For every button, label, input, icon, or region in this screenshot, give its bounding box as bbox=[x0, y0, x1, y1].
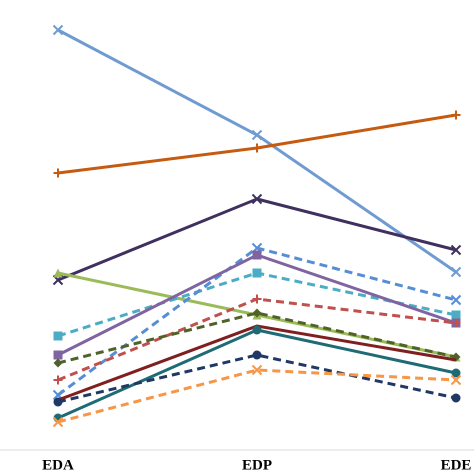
marker bbox=[252, 143, 262, 153]
marker bbox=[52, 24, 64, 36]
marker bbox=[450, 294, 462, 306]
marker bbox=[252, 250, 262, 260]
series-line bbox=[57, 197, 457, 282]
marker bbox=[451, 318, 461, 328]
marker bbox=[252, 308, 262, 318]
x-tick-label: EDP bbox=[242, 457, 272, 473]
marker bbox=[451, 310, 461, 320]
series-line bbox=[57, 353, 457, 404]
marker bbox=[53, 331, 63, 341]
series-line bbox=[57, 324, 457, 402]
series-line bbox=[57, 311, 457, 365]
marker bbox=[450, 374, 462, 386]
marker bbox=[252, 268, 262, 278]
marker bbox=[53, 358, 63, 368]
marker bbox=[251, 129, 263, 141]
x-tick-label: EDE bbox=[441, 457, 472, 473]
marker bbox=[252, 325, 262, 335]
marker bbox=[53, 397, 63, 407]
marker bbox=[52, 416, 64, 428]
marker bbox=[451, 368, 461, 378]
marker bbox=[450, 244, 462, 256]
marker bbox=[53, 168, 63, 178]
series-line bbox=[57, 368, 457, 424]
marker bbox=[53, 375, 63, 385]
marker bbox=[251, 193, 263, 205]
marker bbox=[252, 294, 262, 304]
marker bbox=[53, 350, 63, 360]
marker bbox=[53, 268, 63, 278]
marker bbox=[252, 350, 262, 360]
marker bbox=[251, 364, 263, 376]
x-tick-label: EDA bbox=[42, 457, 74, 473]
marker bbox=[450, 266, 462, 278]
marker bbox=[451, 393, 461, 403]
marker bbox=[451, 110, 461, 120]
